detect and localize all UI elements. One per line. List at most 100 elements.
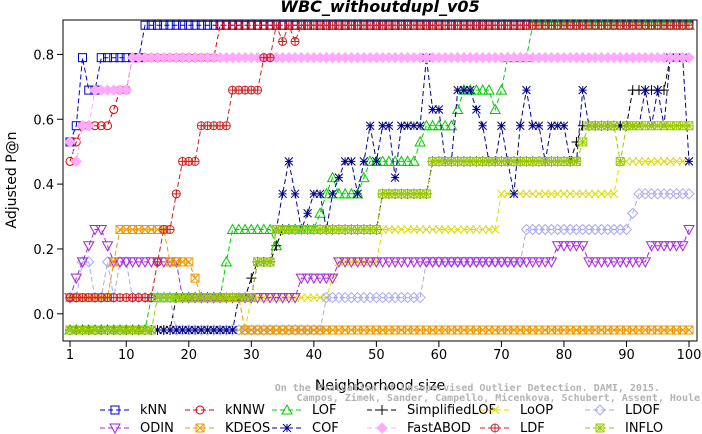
point-COF-75 xyxy=(528,121,538,131)
point-INFLO-33 xyxy=(265,257,275,267)
point-ODIN-5 xyxy=(89,224,101,236)
point-LDF-18 xyxy=(171,189,181,199)
point-ODIN-83 xyxy=(576,241,589,252)
point-COF-50 xyxy=(372,157,381,166)
point-LDOF-57 xyxy=(414,291,426,304)
point-LDOF-41 xyxy=(314,324,326,336)
point-kNN-9 xyxy=(115,53,125,63)
point-ODIN-84 xyxy=(583,257,595,268)
legend-label-COF: COF xyxy=(312,421,339,434)
point-COF-18 xyxy=(171,325,181,335)
point-ODIN-95 xyxy=(651,241,664,252)
point-ODIN-69 xyxy=(489,257,502,268)
point-LOF-45 xyxy=(339,187,351,199)
point-LDOF-4 xyxy=(83,256,95,268)
legend-marker-ODIN xyxy=(109,423,121,434)
point-ODIN-75 xyxy=(526,257,539,268)
point-kNN-24 xyxy=(209,20,219,30)
point-kNN-7 xyxy=(103,53,113,63)
point-ODIN-91 xyxy=(626,257,639,268)
legend-item-KDEOS: KDEOS xyxy=(185,421,270,434)
point-COF-15 xyxy=(153,325,162,335)
series-FastABOD xyxy=(64,51,695,168)
point-LoOP-71 xyxy=(503,189,513,199)
point-LDF-17 xyxy=(165,224,175,234)
series-line-ODIN xyxy=(69,229,690,299)
point-ODIN-64 xyxy=(458,257,470,268)
point-ODIN-66 xyxy=(470,257,483,268)
point-LoOP-98 xyxy=(672,157,681,166)
point-LoOP-53 xyxy=(390,225,400,234)
point-ODIN-57 xyxy=(414,257,426,268)
series-LDF xyxy=(65,20,694,303)
legend-label-kNN: kNN xyxy=(140,403,167,418)
point-ODIN-79 xyxy=(551,241,564,252)
point-COF-100 xyxy=(684,157,694,166)
point-LOF-32 xyxy=(257,223,270,234)
point-kNNW-6 xyxy=(96,121,106,131)
point-COF-63 xyxy=(453,85,463,95)
y-tick-label-3: 0.6 xyxy=(33,113,54,128)
point-KDEOS-8 xyxy=(109,257,119,267)
point-ODIN-76 xyxy=(533,257,545,268)
x-axis-ticks: 1 10 20 30 40 50 60 70 80 90 100 xyxy=(66,341,702,363)
point-LoOP-83 xyxy=(578,189,588,199)
point-ODIN-39 xyxy=(301,273,314,285)
legend-item-LDOF: LDOF xyxy=(585,403,660,418)
point-LOF-68 xyxy=(483,84,495,95)
point-LoOP-32 xyxy=(259,293,269,302)
legend-marker-FastABOD xyxy=(376,422,388,434)
point-ODIN-3 xyxy=(76,257,89,268)
point-ODIN-74 xyxy=(520,257,533,268)
point-ODIN-47 xyxy=(351,257,364,268)
point-kNNW-29 xyxy=(240,20,250,30)
point-COF-23 xyxy=(203,325,212,335)
point-LoOP-59 xyxy=(428,225,437,234)
point-INFLO-30 xyxy=(246,293,256,303)
x-tick-label-100: 100 xyxy=(677,348,702,363)
point-ODIN-100 xyxy=(683,224,695,236)
point-LOF-63 xyxy=(451,103,464,115)
x-tick-label-30: 30 xyxy=(243,348,260,363)
point-ODIN-32 xyxy=(257,293,270,304)
point-ODIN-58 xyxy=(420,257,433,268)
point-ODIN-60 xyxy=(433,257,445,268)
point-kNNW-27 xyxy=(228,20,238,30)
point-COF-40 xyxy=(309,189,319,199)
legend-label-FastABOD: FastABOD xyxy=(407,421,471,434)
point-FastABOD-2 xyxy=(70,155,82,168)
point-ODIN-38 xyxy=(295,273,308,285)
point-LoOP-55 xyxy=(403,225,412,234)
point-LOF-69 xyxy=(489,103,502,115)
point-COF-20 xyxy=(184,325,194,335)
point-kNNW-28 xyxy=(234,20,244,30)
legend-item-SimplifiedLOF: SimplifiedLOF xyxy=(367,403,496,418)
point-COF-78 xyxy=(547,121,556,131)
point-LoOP-58 xyxy=(422,225,431,234)
point-LoOP-67 xyxy=(478,225,488,234)
point-kNN-3 xyxy=(78,53,88,63)
point-COF-51 xyxy=(378,121,387,131)
point-LoOP-84 xyxy=(584,189,594,199)
point-COF-93 xyxy=(640,85,650,95)
legend-label-LOF: LOF xyxy=(312,403,337,418)
point-COF-44 xyxy=(334,173,344,182)
point-ODIN-70 xyxy=(495,257,508,268)
point-ODIN-73 xyxy=(514,257,527,268)
point-ODIN-92 xyxy=(633,257,645,268)
point-ODIN-78 xyxy=(545,257,558,268)
point-LDF-21 xyxy=(190,156,200,166)
point-ODIN-93 xyxy=(639,257,652,268)
series-kNNW xyxy=(65,20,694,166)
point-COF-47 xyxy=(353,189,362,199)
x-tick-label-40: 40 xyxy=(306,348,323,363)
point-KDEOS-100 xyxy=(684,325,694,335)
point-LOF-55 xyxy=(401,155,414,166)
point-COF-80 xyxy=(559,121,569,131)
point-ODIN-65 xyxy=(464,257,477,268)
point-LoOP-78 xyxy=(547,189,556,199)
point-LOF-62 xyxy=(445,119,458,131)
legend-item-COF: COF xyxy=(272,421,339,434)
legend-label-INFLO: INFLO xyxy=(625,421,663,434)
